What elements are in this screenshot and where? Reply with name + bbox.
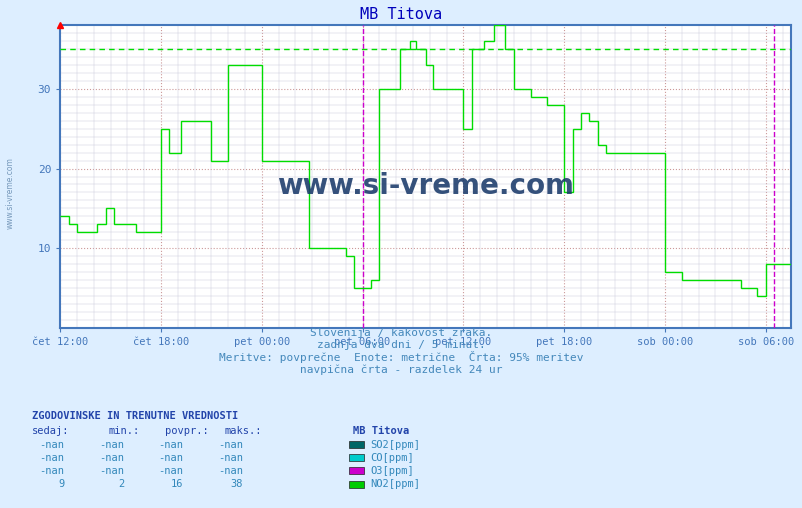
Text: -nan: -nan (39, 453, 64, 463)
Text: -nan: -nan (39, 466, 64, 476)
Text: MB Titova: MB Titova (353, 426, 409, 436)
Text: povpr.:: povpr.: (164, 426, 208, 436)
Text: www.si-vreme.com: www.si-vreme.com (6, 157, 15, 229)
Text: 9: 9 (58, 479, 64, 489)
Text: Slovenija / kakovost zraka.: Slovenija / kakovost zraka. (310, 328, 492, 338)
Text: navpična črta - razdelek 24 ur: navpična črta - razdelek 24 ur (300, 364, 502, 375)
Text: min.:: min.: (108, 426, 140, 436)
Text: -nan: -nan (158, 439, 183, 450)
Text: zadnja dva dni / 5 minut.: zadnja dva dni / 5 minut. (317, 340, 485, 351)
Text: -nan: -nan (218, 453, 243, 463)
Text: -nan: -nan (99, 453, 124, 463)
Text: sedaj:: sedaj: (32, 426, 70, 436)
Text: -nan: -nan (218, 466, 243, 476)
Text: MB Titova: MB Titova (360, 7, 442, 22)
Text: Meritve: povprečne  Enote: metrične  Črta: 95% meritev: Meritve: povprečne Enote: metrične Črta:… (219, 351, 583, 363)
Text: maks.:: maks.: (225, 426, 262, 436)
Text: -nan: -nan (218, 439, 243, 450)
Text: 38: 38 (230, 479, 243, 489)
Text: -nan: -nan (99, 466, 124, 476)
Text: -nan: -nan (39, 439, 64, 450)
Text: O3[ppm]: O3[ppm] (370, 466, 413, 476)
Text: NO2[ppm]: NO2[ppm] (370, 479, 419, 489)
Text: SO2[ppm]: SO2[ppm] (370, 439, 419, 450)
Text: CO[ppm]: CO[ppm] (370, 453, 413, 463)
Text: ZGODOVINSKE IN TRENUTNE VREDNOSTI: ZGODOVINSKE IN TRENUTNE VREDNOSTI (32, 411, 238, 421)
Text: 16: 16 (170, 479, 183, 489)
Text: www.si-vreme.com: www.si-vreme.com (277, 172, 573, 200)
Text: -nan: -nan (158, 453, 183, 463)
Text: 2: 2 (118, 479, 124, 489)
Text: -nan: -nan (99, 439, 124, 450)
Text: -nan: -nan (158, 466, 183, 476)
